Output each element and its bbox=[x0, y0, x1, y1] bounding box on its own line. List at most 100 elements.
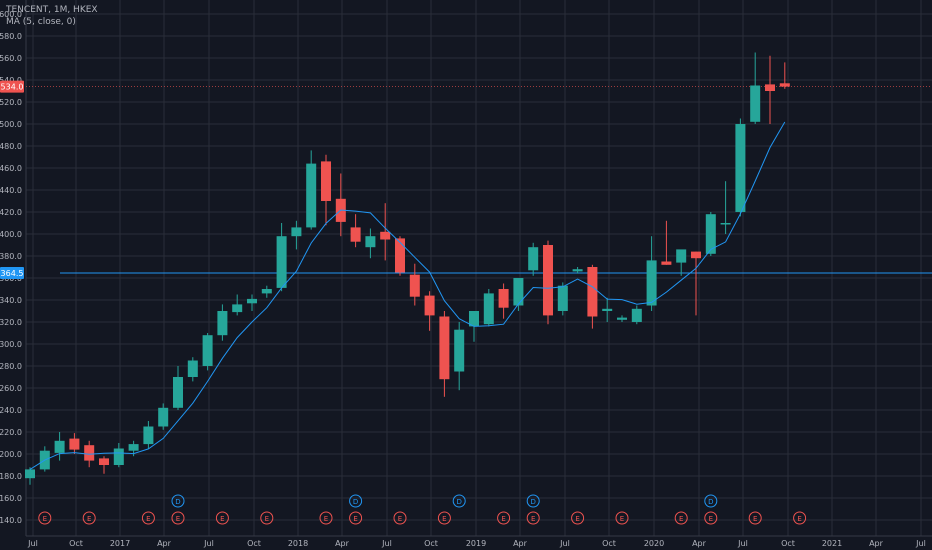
candle-body bbox=[113, 448, 124, 465]
x-tick-label: 2018 bbox=[288, 539, 308, 548]
candle[interactable] bbox=[261, 285, 272, 298]
candle-body bbox=[409, 274, 420, 297]
candle[interactable] bbox=[99, 456, 109, 474]
x-tick-label: Oct bbox=[781, 539, 795, 548]
candle[interactable] bbox=[54, 432, 65, 461]
candle[interactable] bbox=[676, 249, 687, 276]
candle[interactable] bbox=[528, 242, 539, 276]
candle[interactable] bbox=[202, 333, 213, 371]
candle[interactable] bbox=[69, 433, 80, 454]
earnings-event-icon bbox=[141, 511, 155, 525]
earnings-event-icon bbox=[615, 511, 629, 525]
candle[interactable] bbox=[587, 264, 598, 329]
candle[interactable] bbox=[187, 357, 198, 382]
candle[interactable] bbox=[483, 289, 494, 327]
event-label: D bbox=[457, 498, 462, 506]
candle-body bbox=[617, 317, 627, 320]
candle-body bbox=[513, 278, 524, 306]
candle-body bbox=[543, 245, 553, 316]
candle[interactable] bbox=[173, 366, 183, 410]
event-label: E bbox=[146, 515, 150, 523]
candle-body bbox=[720, 223, 731, 225]
y-tick-label: 180.0 bbox=[0, 472, 22, 481]
candle[interactable] bbox=[705, 212, 716, 256]
candle[interactable] bbox=[454, 322, 465, 391]
ma-line bbox=[29, 121, 786, 470]
y-tick-label: 280.0 bbox=[0, 362, 22, 371]
last-price-badge bbox=[0, 80, 24, 93]
candle-body bbox=[25, 469, 35, 479]
candle-body bbox=[735, 124, 746, 212]
earnings-event-icon bbox=[497, 511, 511, 525]
candle[interactable] bbox=[631, 305, 642, 325]
y-tick-label: 440.0 bbox=[0, 186, 22, 195]
x-tick-label: Oct bbox=[424, 539, 438, 548]
candle[interactable] bbox=[424, 291, 435, 331]
hline-price-badge-text: 364.5 bbox=[1, 269, 24, 278]
candle[interactable] bbox=[143, 421, 154, 449]
candle[interactable] bbox=[321, 154, 331, 226]
candle-body bbox=[365, 236, 376, 248]
candle[interactable] bbox=[735, 118, 746, 217]
chart-legend: TENCENT, 1M, HKEX MA (5, close, 0) bbox=[6, 4, 98, 28]
candle[interactable] bbox=[617, 315, 627, 322]
candle[interactable] bbox=[543, 240, 553, 325]
candle[interactable] bbox=[765, 55, 775, 124]
candle[interactable] bbox=[217, 304, 228, 341]
x-tick-label: 2021 bbox=[822, 539, 842, 548]
event-label: E bbox=[43, 515, 47, 523]
candle[interactable] bbox=[306, 150, 317, 230]
x-tick-label: Apr bbox=[692, 539, 707, 548]
candle[interactable] bbox=[572, 267, 583, 274]
candle[interactable] bbox=[365, 228, 376, 259]
candle[interactable] bbox=[291, 220, 302, 250]
event-label: D bbox=[708, 498, 713, 506]
y-tick-label: 400.0 bbox=[0, 230, 22, 239]
candle[interactable] bbox=[661, 220, 672, 265]
candle-body bbox=[557, 285, 568, 311]
event-label: E bbox=[531, 515, 535, 523]
candle[interactable] bbox=[439, 311, 450, 397]
y-tick-label: 600.0 bbox=[0, 10, 22, 19]
candle-body bbox=[350, 227, 361, 242]
candle[interactable] bbox=[513, 278, 524, 311]
y-tick-label: 200.0 bbox=[0, 450, 22, 459]
candle[interactable] bbox=[113, 443, 124, 468]
candle[interactable] bbox=[498, 283, 509, 319]
event-label: D bbox=[353, 498, 358, 506]
y-tick-label: 480.0 bbox=[0, 142, 22, 151]
y-tick-label: 240.0 bbox=[0, 406, 22, 415]
candle[interactable] bbox=[750, 52, 761, 125]
event-label: E bbox=[709, 515, 713, 523]
x-tick-label: Jul bbox=[915, 539, 926, 548]
candle[interactable] bbox=[247, 294, 257, 312]
candle-body bbox=[691, 251, 701, 259]
candle[interactable] bbox=[276, 223, 287, 292]
candle-body bbox=[306, 163, 317, 228]
symbol-legend[interactable]: TENCENT, 1M, HKEX bbox=[6, 5, 98, 15]
candle[interactable] bbox=[602, 297, 613, 322]
candle-body bbox=[380, 231, 391, 240]
candle[interactable] bbox=[720, 181, 731, 234]
ma-legend[interactable]: MA (5, close, 0) bbox=[6, 17, 76, 27]
candle-body bbox=[705, 214, 716, 254]
y-tick-label: 460.0 bbox=[0, 164, 22, 173]
candle[interactable] bbox=[646, 236, 657, 311]
y-tick-label: 220.0 bbox=[0, 428, 22, 437]
candle-body bbox=[291, 227, 302, 237]
candle[interactable] bbox=[350, 214, 361, 248]
candle[interactable] bbox=[158, 403, 169, 430]
y-tick-label: 500.0 bbox=[0, 120, 22, 129]
candle[interactable] bbox=[380, 203, 391, 261]
candle[interactable] bbox=[691, 251, 701, 316]
candle[interactable] bbox=[25, 467, 35, 485]
candle[interactable] bbox=[779, 62, 790, 89]
earnings-event-icon bbox=[704, 511, 718, 525]
candle[interactable] bbox=[409, 263, 420, 306]
candle-body bbox=[128, 444, 139, 451]
earnings-event-icon bbox=[260, 511, 274, 525]
candle[interactable] bbox=[557, 282, 568, 316]
x-tick-label: Apr bbox=[157, 539, 172, 548]
candle[interactable] bbox=[232, 294, 243, 316]
